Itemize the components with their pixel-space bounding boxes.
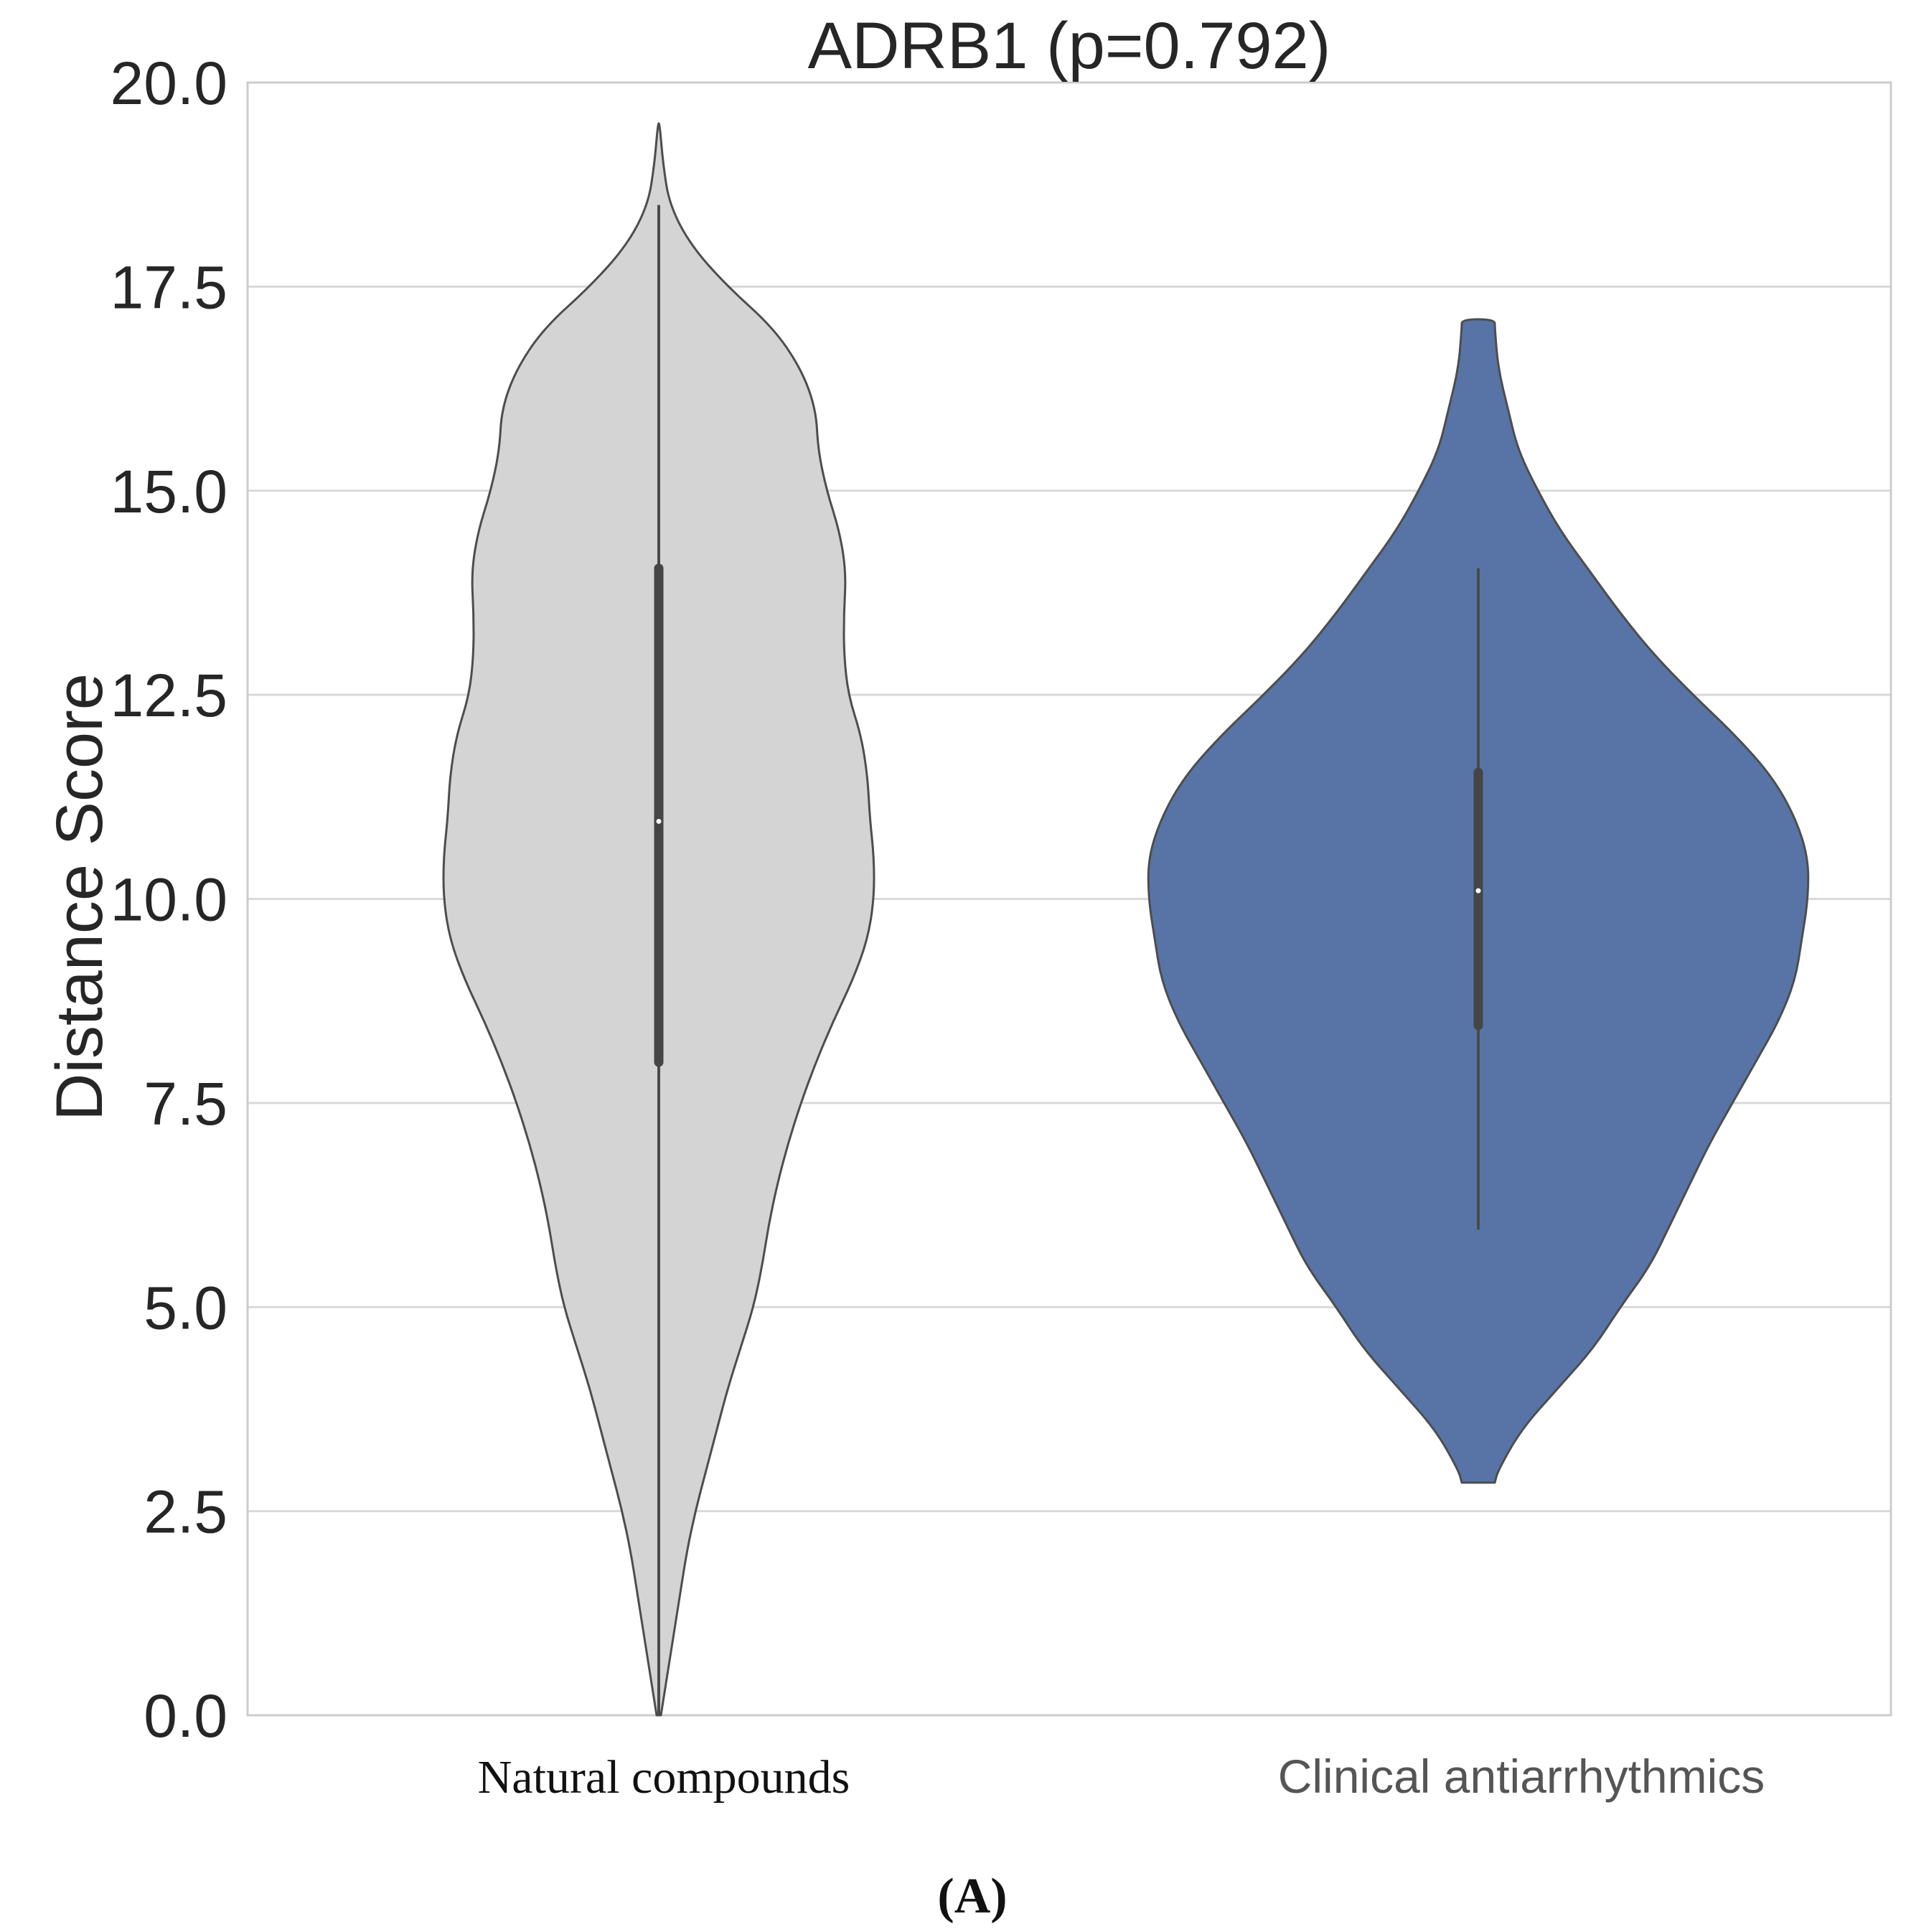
x-tick-label: Natural compounds xyxy=(478,1751,850,1804)
y-tick-label: 2.5 xyxy=(144,1478,227,1546)
chart-title: ADRB1 (p=0.792) xyxy=(808,9,1331,83)
y-axis-label: Distance Score xyxy=(43,673,116,1121)
violins xyxy=(442,122,1810,1717)
y-tick-labels: 0.0 2.5 5.0 7.5 10.0 12.5 15.0 17.5 20.0 xyxy=(111,50,228,1750)
y-tick-label: 10.0 xyxy=(111,866,228,934)
y-tick-label: 0.0 xyxy=(144,1682,227,1750)
x-tick-label: Clinical antiarrhythmics xyxy=(1278,1750,1765,1803)
plot-frame xyxy=(246,81,1892,1717)
median-marker xyxy=(1475,888,1481,894)
panel-label: (A) xyxy=(937,1869,1007,1924)
y-tick-label: 5.0 xyxy=(144,1274,227,1341)
y-tick-label: 7.5 xyxy=(144,1070,227,1138)
y-tick-label: 17.5 xyxy=(111,253,228,321)
y-tick-label: 20.0 xyxy=(111,50,228,117)
x-tick-labels: Natural compounds Clinical antiarrhythmic… xyxy=(478,1750,1765,1804)
y-tick-label: 15.0 xyxy=(111,458,228,525)
median-marker xyxy=(656,818,662,824)
y-tick-label: 12.5 xyxy=(111,662,228,729)
